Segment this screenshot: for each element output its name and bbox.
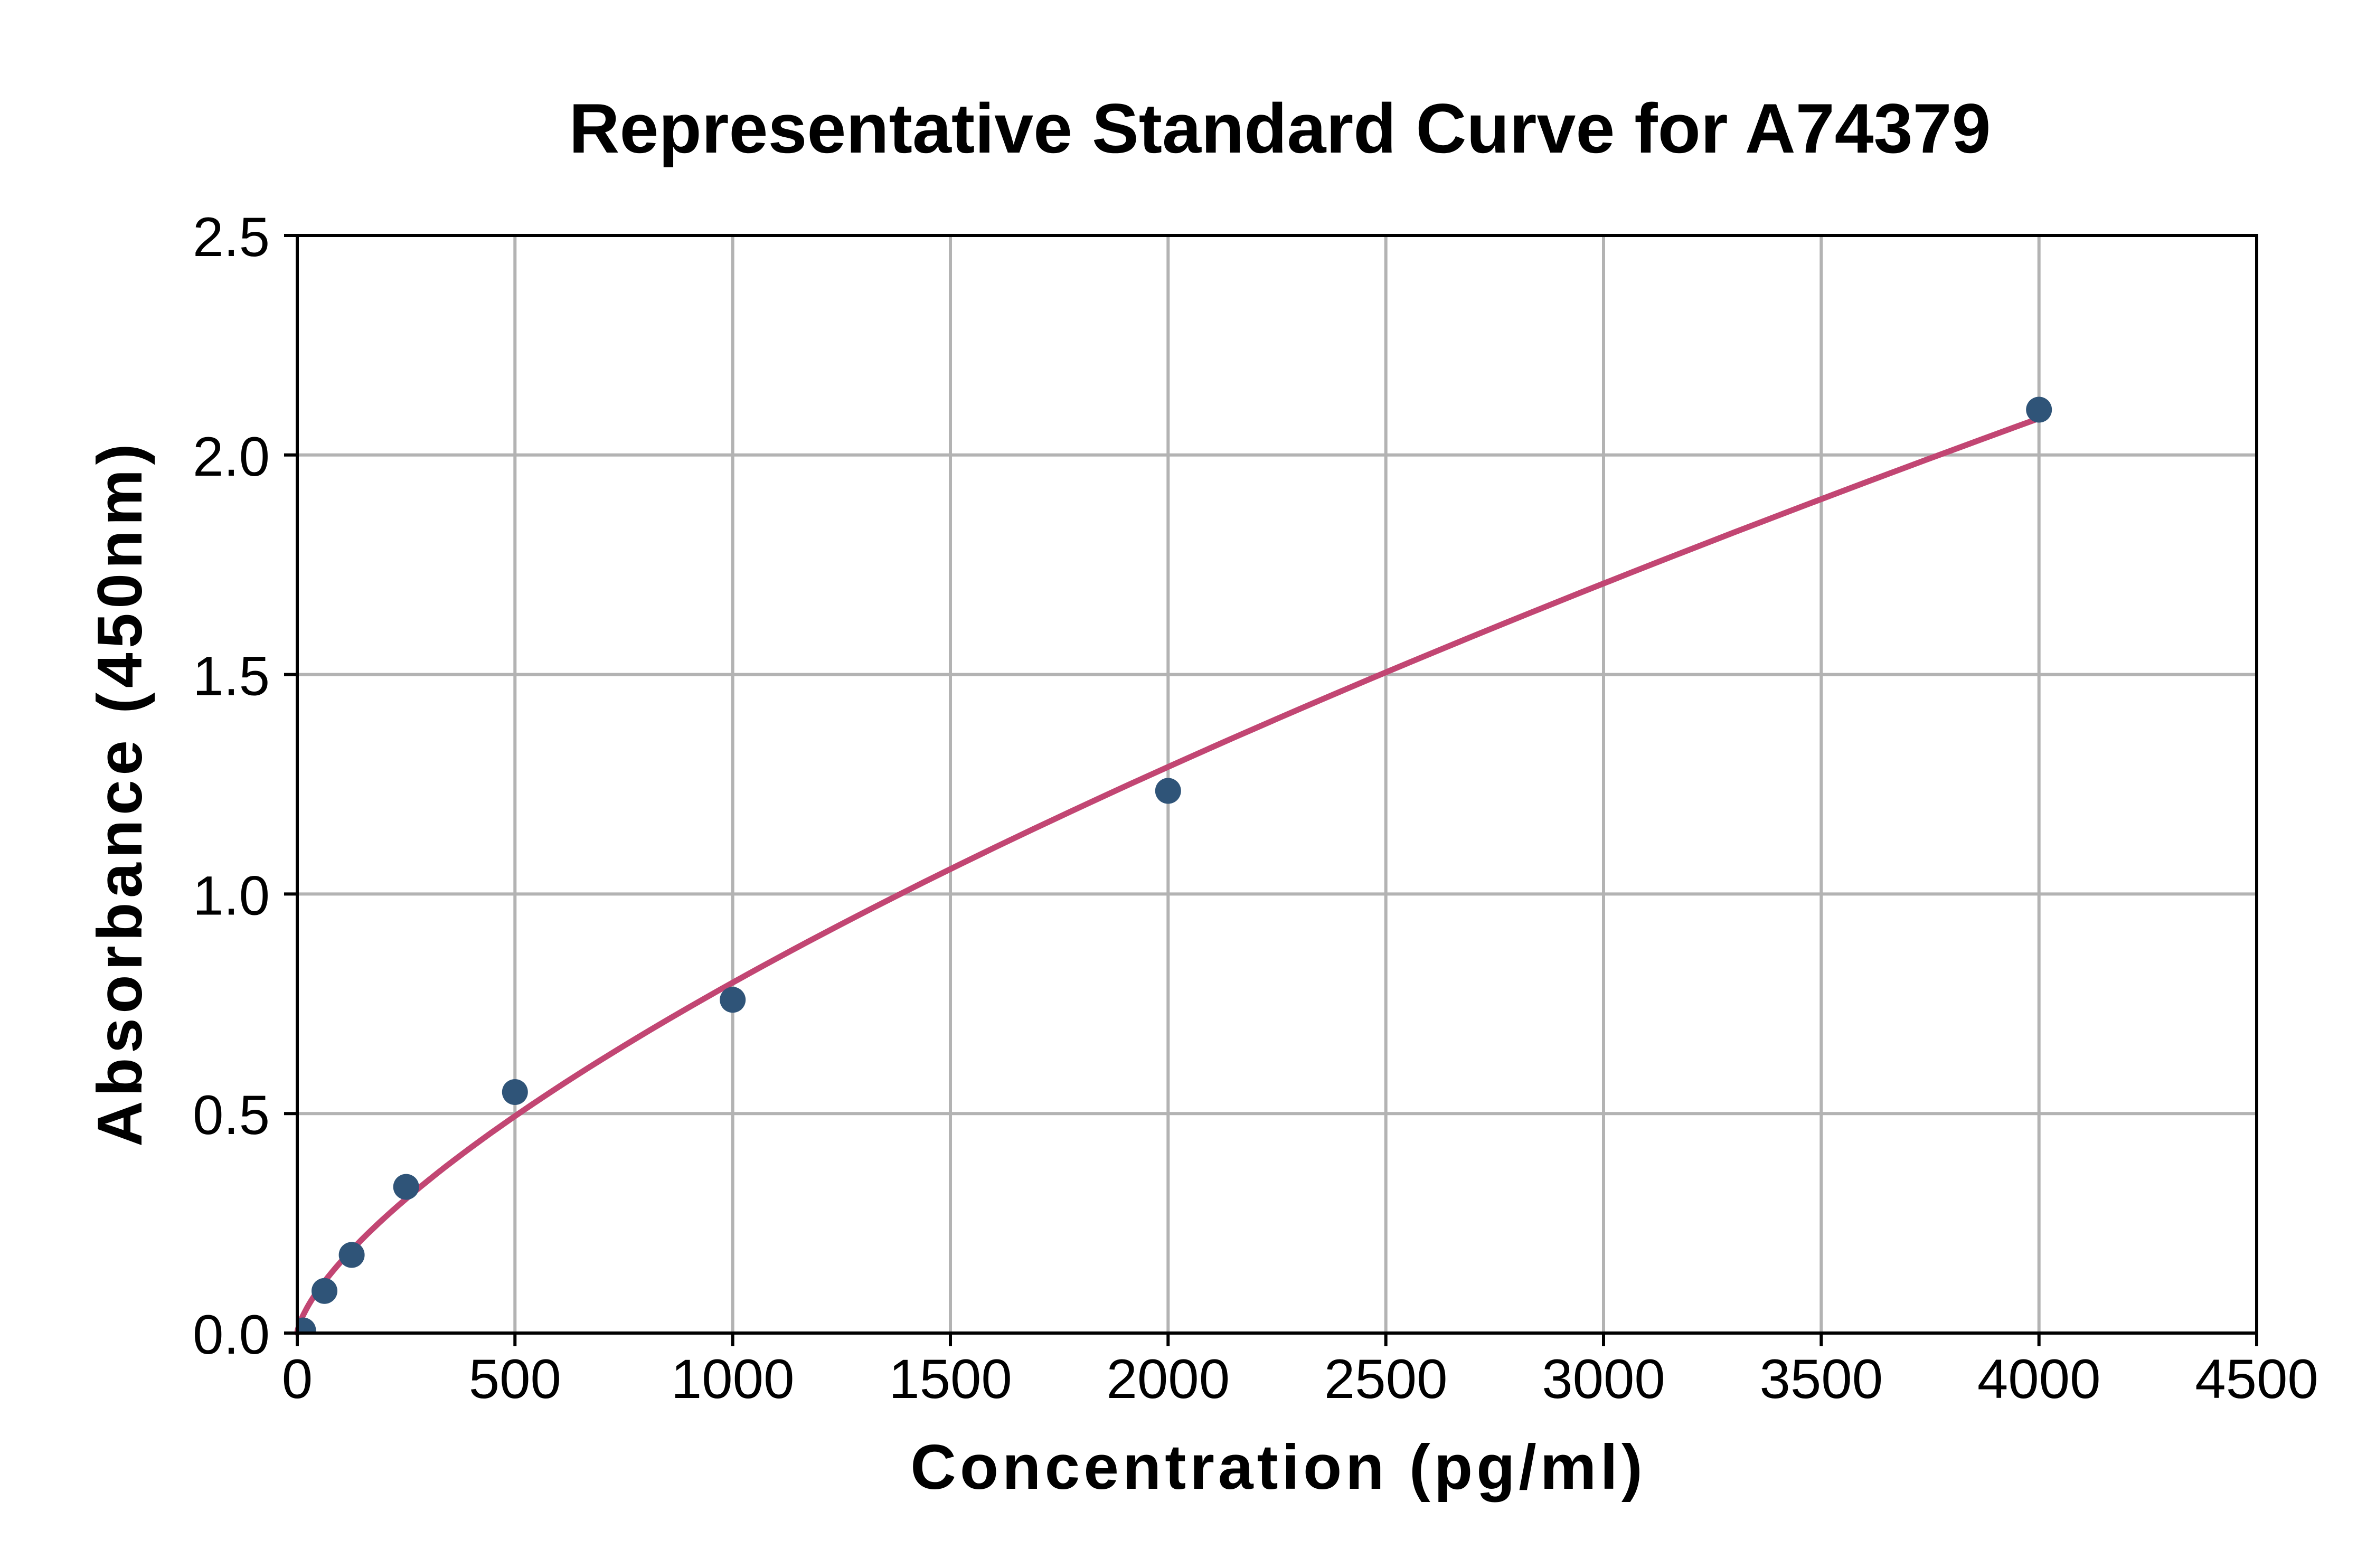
svg-text:3000: 3000 (1542, 1348, 1665, 1410)
svg-text:Representative Standard Curve: Representative Standard Curve for A74379 (569, 90, 1991, 168)
svg-text:2.0: 2.0 (193, 426, 270, 488)
svg-text:Absorbance (450nm): Absorbance (450nm) (84, 439, 155, 1147)
svg-text:0.0: 0.0 (193, 1304, 270, 1366)
svg-text:1500: 1500 (889, 1348, 1012, 1410)
svg-text:0: 0 (282, 1348, 313, 1410)
svg-text:2.5: 2.5 (193, 206, 270, 268)
svg-text:2500: 2500 (1324, 1348, 1448, 1410)
svg-text:4500: 4500 (2195, 1348, 2318, 1410)
svg-text:0.5: 0.5 (193, 1084, 270, 1146)
svg-text:1.5: 1.5 (193, 646, 270, 707)
svg-text:1000: 1000 (671, 1348, 795, 1410)
svg-text:Concentration (pg/ml): Concentration (pg/ml) (910, 1432, 1646, 1503)
svg-text:2000: 2000 (1107, 1348, 1230, 1410)
svg-text:1.0: 1.0 (193, 865, 270, 927)
svg-text:500: 500 (469, 1348, 561, 1410)
svg-text:3500: 3500 (1760, 1348, 1883, 1410)
svg-text:4000: 4000 (1977, 1348, 2101, 1410)
